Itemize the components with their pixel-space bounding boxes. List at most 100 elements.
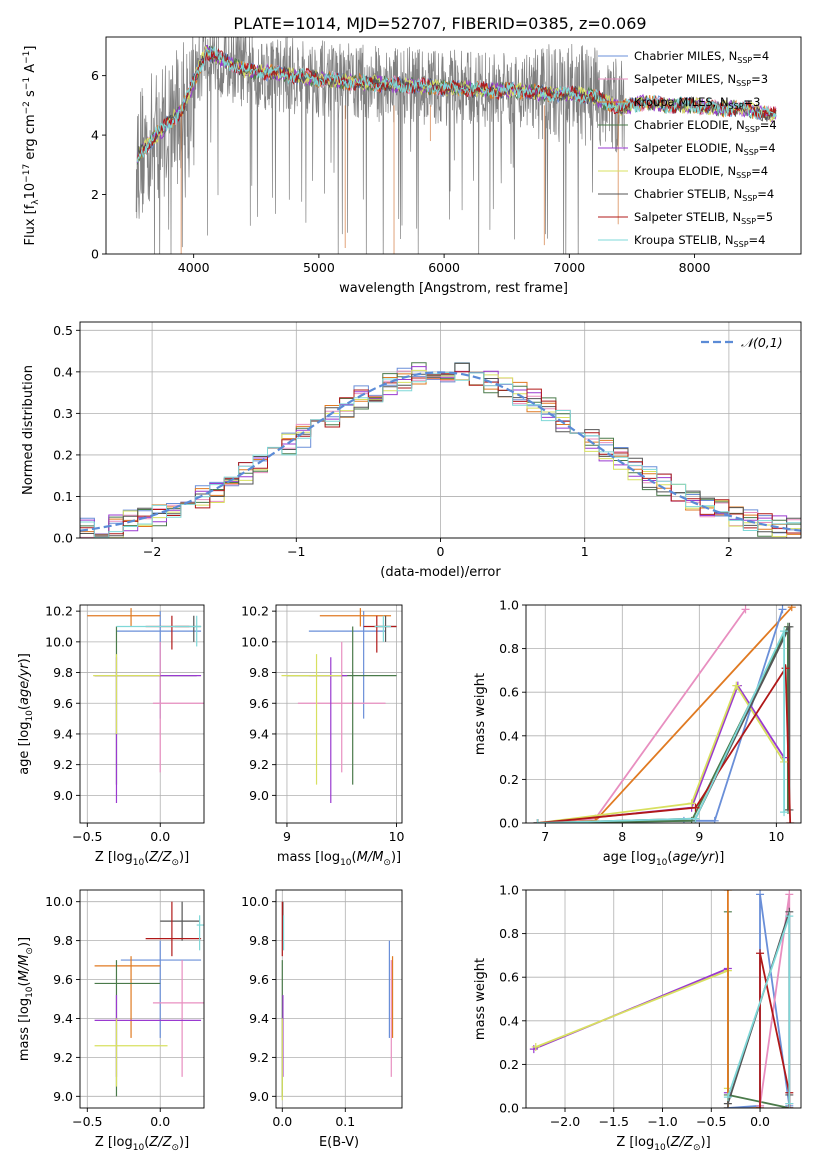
weight-marker [691,814,700,823]
panel-residuals: −2 −1 0 1 2 0.0 0.1 0.2 0.3 0.4 0.5 (data-model)/er… [21,321,802,580]
label-part: erg cm [23,114,38,163]
weight-marker [785,912,794,921]
plot-area-mass_vs_EBV [281,901,394,1101]
x-tick-label: −1.0 [647,1114,677,1129]
y-tick-label: 0.0 [53,531,73,546]
legend-model-name: Kroupa MILES, N [634,95,729,109]
weight-marker [710,816,719,823]
label-part: Z/Z [148,850,172,865]
legend-entry: Salpeter ELODIE, NSSP=4 [634,141,776,157]
label-part: )] [17,937,32,947]
legend-entry: Kroupa STELIB, NSSP=4 [634,233,765,249]
y-tick-label: 9.4 [53,1011,73,1026]
x-tick-label: 10 [768,829,784,844]
label-part: )] [179,1135,189,1150]
x-axis-label: Z [log10(Z/Z⊙)] [616,1135,710,1153]
y-tick-label: 10.0 [241,894,269,909]
weight-marker [756,1104,765,1108]
label-part: −2 [22,101,32,114]
y-tick-label: 0.4 [499,728,519,743]
x-tick-label: 7 [541,829,549,844]
legend-nssp: =4 [760,118,777,132]
legend-sub: SSP [742,194,757,203]
label-part: )] [391,850,401,865]
weight-line [759,953,791,1108]
label-part: )] [179,850,189,865]
legend-sub: SSP [737,56,752,65]
y-tick-label: 9.6 [53,972,73,987]
x-tick-label: 8 [618,829,626,844]
label-part: (data-model)/error [380,565,501,580]
label-part: 10 [25,986,35,998]
plot-area-spectrum [135,37,777,254]
weight-line [537,683,785,823]
label-part: s [23,90,38,101]
legend-sub: SSP [741,217,756,226]
x-tick-label: 0.0 [150,1114,170,1129]
label-part: ( [352,850,357,865]
weight-marker [786,819,795,823]
axes-frame [79,604,205,824]
x-axis-label: age [log10(age/yr)] [603,850,725,868]
legend-entry: Chabrier MILES, NSSP=4 [634,49,769,65]
x-tick-label: −0.5 [72,829,102,844]
label-part: age/yr [17,662,32,705]
legend-model-name: Chabrier STELIB, N [634,187,742,201]
x-tick-label: 0.0 [150,829,170,844]
x-axis-label: Z [log10(Z/Z⊙)] [95,1135,189,1153]
legend-entry: Salpeter STELIB, NSSP=5 [634,210,773,226]
legend-model-name: Salpeter ELODIE, N [634,141,744,155]
y-tick-label: 0.2 [499,772,519,787]
y-tick-label: 9.2 [53,1050,73,1065]
y-tick-label: 0.0 [499,1101,519,1116]
weight-marker [687,799,696,808]
weight-marker [780,808,789,817]
y-tick-label: 10.2 [241,604,269,619]
legend-sub: SSP [736,79,751,88]
legend-sub: SSP [736,171,751,180]
weight-line [727,890,760,1108]
label-part: )] [714,850,724,865]
y-axis-label: mass [log10(M/M⊙)] [17,937,35,1061]
label-part: 10 [656,858,668,868]
weight-line [537,665,792,823]
weight-marker [785,1099,794,1108]
axes-frame [79,889,205,1109]
y-tick-label: 0.0 [499,816,519,831]
weight-line [537,683,785,823]
x-tick-label: −0.5 [72,1114,102,1129]
plot-area-mass_vs_Z [94,901,204,1097]
y-tick-label: 0.8 [499,641,519,656]
y-tick-label: 9.4 [249,1011,269,1026]
y-tick-label: 9.0 [249,788,269,803]
x-axis-label: wavelength [Angstrom, rest frame] [339,281,568,296]
legend-entry: Chabrier STELIB, NSSP=4 [634,187,774,203]
y-tick-label: 9.4 [249,726,269,741]
label-part: ⊙ [25,947,35,955]
weight-marker [781,664,790,673]
x-tick-label: 4000 [178,260,210,275]
y-tick-label: 0 [91,247,99,262]
weight-marker [785,890,794,899]
weight-marker [787,605,796,612]
legend-nssp: =3 [744,95,761,109]
label-part: ( [144,850,149,865]
x-tick-label: 5000 [303,260,335,275]
plot-area-age_vs_Z [87,608,204,804]
label-part: 10 [654,1143,666,1153]
y-tick-label: 4 [91,128,99,143]
legend-nssp: =4 [749,233,766,247]
weight-marker [778,605,787,614]
normal-curve [80,371,801,532]
label-part: ( [666,1135,671,1150]
y-tick-label: 9.8 [53,933,73,948]
x-axis-label: mass [log10(M/M⊙)] [277,850,401,868]
x-tick-label: 1 [581,544,589,559]
y-tick-label: 2 [91,187,99,202]
label-part: Z/Z [670,1135,694,1150]
y-tick-label: 0.4 [53,364,73,379]
legend-entry: Kroupa MILES, NSSP=3 [634,95,760,111]
y-axis-label: Flux [fλ10−17 erg cm−2 s−1 A−1] [22,46,41,246]
